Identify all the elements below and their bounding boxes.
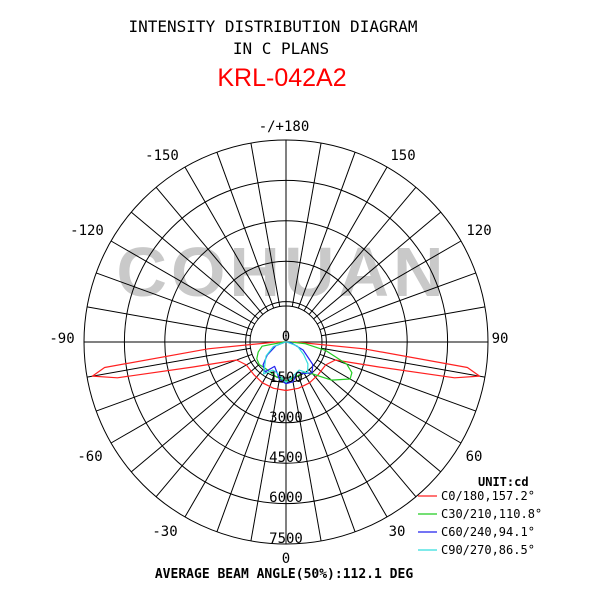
radial-tick-label: 7500 (269, 531, 303, 547)
radial-tick-labels: 0 1500 3000 4500 6000 7500 (269, 329, 303, 547)
angle-tick-label: -120 (70, 223, 104, 239)
legend-label: C30/210,110.8° (441, 507, 542, 521)
grid-spoke (110, 240, 256, 325)
grid-spoke (216, 152, 275, 309)
radial-tick-label: 0 (282, 329, 290, 345)
radial-tick-label: 3000 (269, 410, 303, 426)
series-layer (91, 341, 481, 392)
grid-spoke (155, 369, 264, 498)
grid-spoke (110, 359, 256, 444)
angle-tick-label: 150 (390, 148, 415, 164)
series-curve-0 (91, 341, 481, 392)
grid-spoke (313, 211, 442, 320)
series-curve-2 (262, 341, 314, 385)
grid-spoke (130, 364, 259, 473)
unit-label: UNIT:cd (478, 475, 529, 489)
grid-spoke (297, 152, 356, 309)
grid-spoke (291, 142, 322, 307)
radial-tick-label: 6000 (269, 490, 303, 506)
polar-grid (83, 139, 489, 545)
watermark-text: COHUAN (116, 233, 447, 311)
watermark-layer: COHUAN (116, 233, 447, 311)
legend-label: C0/180,157.2° (441, 489, 535, 503)
grid-spoke (321, 306, 486, 337)
chart-title-line1: INTENSITY DISTRIBUTION DIAGRAM (129, 17, 418, 36)
grid-spoke (184, 166, 269, 312)
grid-spoke (313, 364, 442, 473)
grid-spoke (308, 369, 417, 498)
grid-spoke (86, 347, 251, 378)
grid-spoke (96, 272, 253, 331)
series-curve-1 (256, 341, 353, 382)
grid-spoke (86, 306, 251, 337)
angle-tick-label: -/+180 (259, 119, 310, 135)
grid-spoke (291, 377, 322, 542)
grid-spoke (319, 272, 476, 331)
grid-spoke (130, 211, 259, 320)
grid-spoke (316, 359, 462, 444)
radial-tick-label: 1500 (269, 370, 303, 386)
legend: UNIT:cd C0/180,157.2° C30/210,110.8° C60/2… (418, 475, 542, 557)
angle-tick-label: 120 (466, 223, 491, 239)
angle-tick-label: 30 (389, 524, 406, 540)
grid-spoke (250, 377, 281, 542)
angle-tick-label: 60 (466, 449, 483, 465)
legend-label: C60/240,94.1° (441, 525, 535, 539)
legend-label: C90/270,86.5° (441, 543, 535, 557)
grid-spoke (303, 166, 388, 312)
angle-tick-label: -30 (152, 524, 177, 540)
grid-spoke (155, 186, 264, 315)
angle-tick-label: 90 (492, 331, 509, 347)
radial-tick-label: 4500 (269, 450, 303, 466)
grid-spoke (250, 142, 281, 307)
grid-spoke (184, 372, 269, 518)
angle-tick-label: -90 (49, 331, 74, 347)
grid-spoke (308, 186, 417, 315)
angle-tick-labels: -/+180 -150 150 -120 120 -90 90 -60 60 -30 30 0 (49, 119, 508, 567)
angle-tick-label: 0 (282, 551, 290, 567)
grid-spoke (297, 375, 356, 532)
grid-spoke (321, 347, 486, 378)
chart-title-line2: IN C PLANS (233, 39, 329, 58)
grid-spoke (96, 353, 253, 412)
grid-spoke (316, 240, 462, 325)
grid-spoke (303, 372, 388, 518)
chart-model-title: KRL-042A2 (217, 64, 346, 92)
average-beam-angle-note: AVERAGE BEAM ANGLE(50%):112.1 DEG (155, 567, 413, 582)
series-curve-3 (263, 341, 309, 383)
angle-tick-label: -150 (145, 148, 179, 164)
grid-spoke (319, 353, 476, 412)
grid-spoke (216, 375, 275, 532)
angle-tick-label: -60 (77, 449, 102, 465)
